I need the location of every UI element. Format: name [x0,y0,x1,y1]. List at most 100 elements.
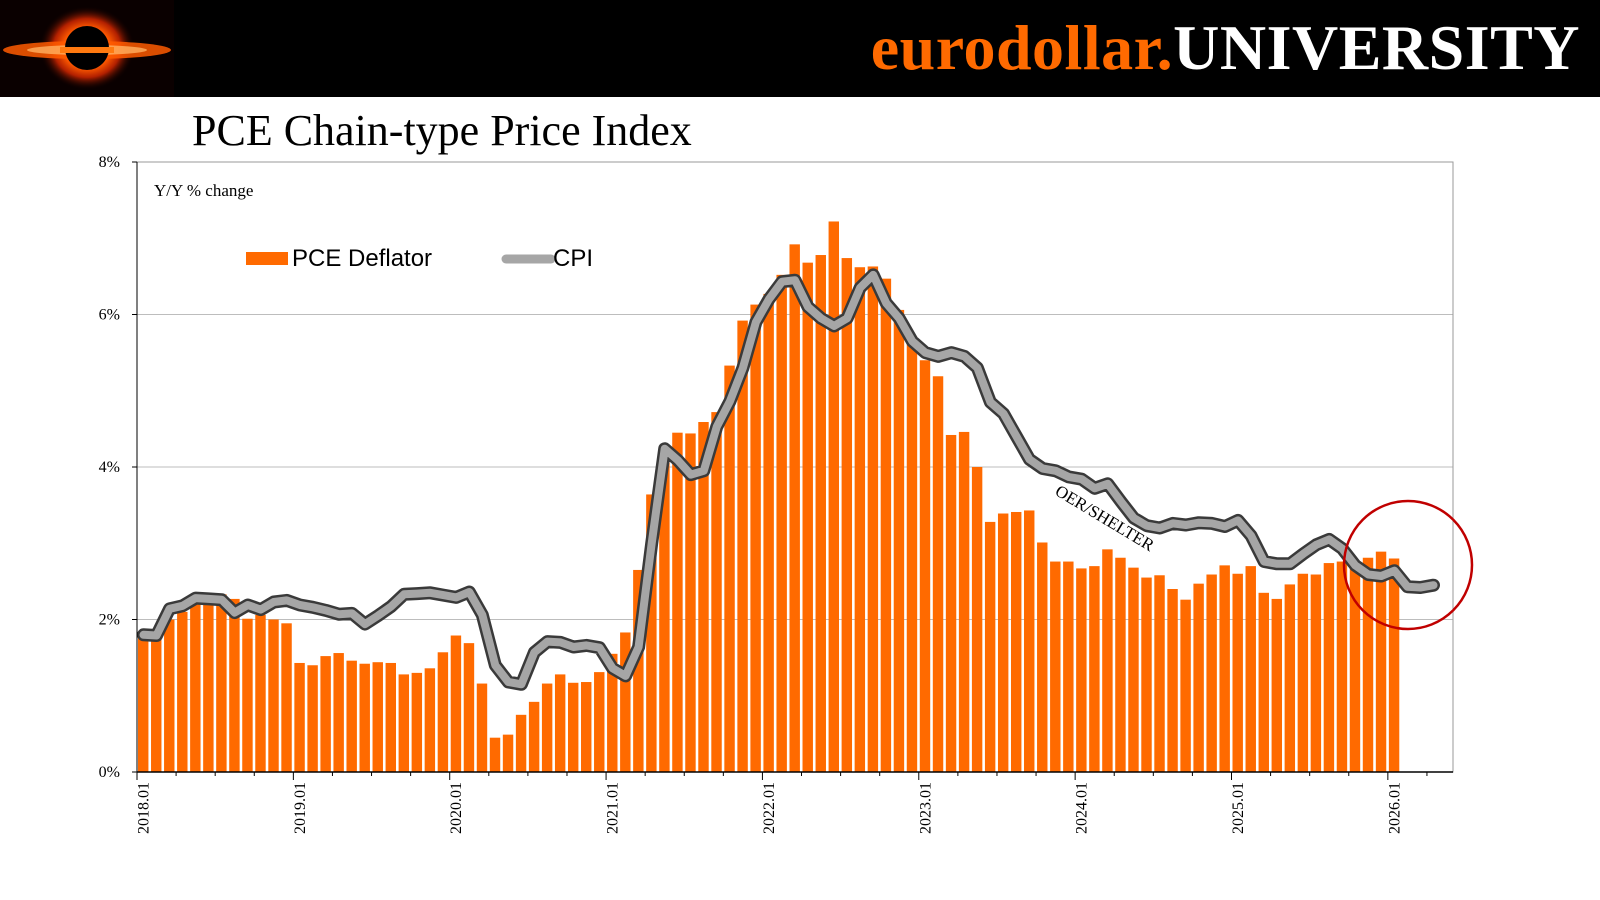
pce-bar [229,598,240,772]
pce-bar [919,360,931,772]
pce-bar [893,309,905,772]
pce-bar [463,643,475,772]
pce-bar [1388,558,1400,772]
pce-bar [359,663,370,772]
x-tick-label: 2023.01 [917,782,934,834]
pce-bar [711,412,722,772]
pce-bar [1024,510,1035,772]
pce-bar [333,653,344,772]
x-tick-label: 2020.01 [448,782,465,834]
pce-bar [685,433,696,772]
pce-bar [489,737,501,772]
y-tick-label: 6% [99,307,120,324]
pce-bar [515,714,527,772]
pce-bar [268,619,279,772]
pce-bar [672,432,683,772]
pce-bar [737,320,748,772]
pce-bar [476,683,488,772]
y-tick-label: 0% [99,764,120,781]
legend-swatch-pce [246,252,288,265]
pce-bar [1089,566,1100,772]
pce-bar [1219,565,1230,772]
pce-bar [541,683,553,772]
pce-bar [281,623,292,772]
x-tick-label: 2025.01 [1230,782,1247,834]
y-axis: 0% 2% 4% 6% 8% [99,154,137,781]
pce-bar [763,293,774,772]
pce-bar [255,614,266,772]
pce-bar [151,631,162,772]
pce-bar [1362,557,1374,772]
pce-bar [190,603,201,772]
pce-bar [1037,542,1048,772]
black-hole-logo [0,0,174,97]
y-tick-label: 2% [99,612,120,629]
pce-bar [1180,599,1191,772]
pce-bar [607,653,618,772]
pce-bar [932,376,944,772]
pce-bar [1271,598,1283,772]
pce-bar [1115,557,1126,772]
pce-bar [724,365,735,772]
logo-graphic [3,6,171,90]
pce-bar [971,467,983,772]
pce-bar [320,656,331,772]
pce-bar [385,662,396,772]
pce-bar [1141,577,1152,772]
pce-bar [828,221,840,773]
x-tick-label: 2019.01 [292,782,309,834]
legend-label-pce: PCE Deflator [292,245,432,272]
pce-bar [1154,575,1165,772]
pce-bar [750,304,761,772]
pce-bar [372,662,383,772]
y-tick-label: 4% [99,459,120,476]
pce-bar [958,431,970,772]
pce-bar [242,618,253,772]
highlight-circle [1342,499,1474,631]
pce-bar [177,611,188,772]
pce-bar [411,672,423,772]
pce-bar [997,513,1009,772]
pce-bar [1128,567,1139,772]
x-tick-label: 2021.01 [605,782,622,834]
pce-bar [698,422,709,772]
pce-bar [554,674,566,772]
x-tick-label: 2018.01 [136,782,153,834]
pce-bar [1297,573,1309,772]
chart-title: PCE Chain-type Price Index [192,106,692,155]
pce-bar [1232,573,1243,772]
pce-bar [1050,561,1061,772]
pce-bar [1102,549,1113,772]
pce-bar [880,278,892,772]
pce-bar [1167,589,1178,772]
pce-bar [1063,561,1074,772]
pce-bar [164,619,175,772]
pce-bar [502,734,514,772]
pce-bar [1076,568,1087,772]
brand-part-1: eurodollar. [870,12,1174,83]
pce-bar [815,255,826,772]
pce-bar [867,266,879,772]
pce-bar [1336,561,1348,772]
pce-bar [659,462,670,772]
pce-bar [854,267,866,772]
x-tick-label: 2026.01 [1386,782,1403,834]
pce-bar [906,336,918,772]
chart-subtitle: Y/Y % change [154,181,253,200]
pce-bar [528,701,540,772]
pce-bar [437,652,449,772]
pce-bar [646,494,657,772]
pce-bar [620,632,631,772]
pce-bar [203,601,214,772]
cpi-line-group [137,268,1440,691]
cpi-line [139,270,1438,689]
pce-bar [307,665,318,772]
pce-bar [1258,592,1269,772]
pce-bar [1323,563,1335,772]
x-axis: 2018.01 2019.01 2020.01 2021.01 2022.01 2023.… [136,772,1428,834]
brand-wordmark: eurodollar.UNIVERSITY [871,8,1580,88]
legend-label-cpi: CPI [553,245,593,272]
y-tick-label: 8% [99,154,120,171]
pce-bar [1310,574,1322,772]
